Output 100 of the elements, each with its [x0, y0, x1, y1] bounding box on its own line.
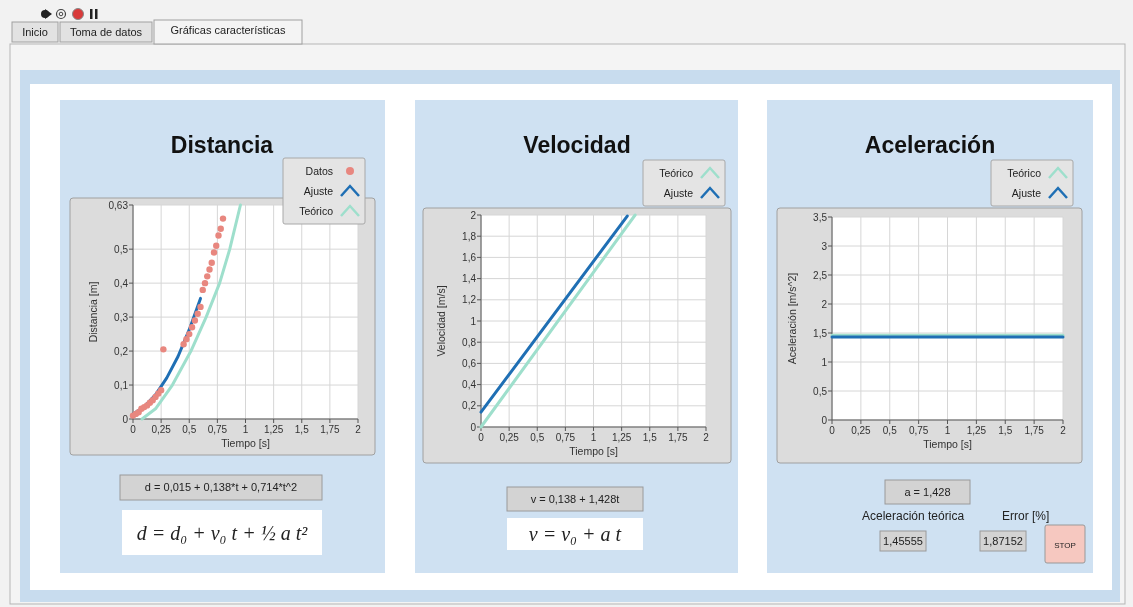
y-tick-label: 0,4: [462, 379, 477, 391]
y-tick-label: 0,2: [462, 400, 477, 412]
y-tick-label: 1,2: [462, 294, 477, 306]
point: [186, 330, 193, 338]
y-tick-label: 0,4: [114, 277, 129, 289]
text: Toma de datos: [69, 26, 143, 38]
x-tick-label: 1,5: [294, 424, 310, 435]
x-tick-label: 1: [590, 432, 597, 443]
y-axis-title: Aceleración [m/s^2]: [786, 272, 798, 365]
x-tick-label: 0,5: [882, 425, 898, 436]
y-tick-label: 0,5: [114, 243, 129, 255]
y-tick-label: 3: [821, 240, 828, 252]
x-tick-label: 0,75: [908, 425, 929, 436]
text: Aceleración teórica: [862, 509, 965, 523]
point: [204, 273, 211, 280]
y-tick-label: 0,3: [114, 311, 129, 323]
y-tick-label: 1,4: [462, 273, 477, 285]
point: [215, 232, 222, 239]
text: d = 0,015 + 0,138*t + 0,714*t^2: [144, 481, 298, 494]
point: [217, 225, 224, 232]
x-tick-label: 0,25: [499, 432, 520, 443]
x-tick-label: 1,75: [320, 424, 341, 435]
point: [208, 259, 215, 266]
x-tick-label: 2: [1060, 425, 1067, 436]
text: STOP: [1054, 541, 1076, 550]
y-tick-label: 0,6: [462, 357, 477, 369]
point: [180, 341, 187, 348]
legend-label: Teórico: [299, 205, 334, 217]
x-tick-label: 1,25: [263, 424, 284, 435]
legend-label: Ajuste: [663, 187, 694, 199]
y-tick-label: 1: [470, 315, 477, 327]
point: [194, 310, 201, 317]
chart-title: Aceleración: [864, 132, 996, 158]
text: d = d₀ + v₀ t + ½ a t²: [136, 521, 309, 544]
y-tick-label: 1,8: [462, 230, 477, 242]
legend-label: Teórico: [659, 167, 694, 179]
point: [191, 317, 199, 324]
y-tick-label: 0,8: [462, 336, 477, 348]
y-axis-title: Distancia [m]: [87, 281, 99, 343]
point: [197, 303, 204, 311]
y-tick-label: 0,5: [813, 385, 828, 397]
y-tick-label: 1: [821, 356, 828, 368]
point: [188, 324, 196, 331]
x-tick-label: 0: [478, 432, 485, 443]
x-tick-label: 0,75: [207, 424, 228, 435]
text: a = 1,428: [904, 485, 951, 498]
text: Inicio: [22, 26, 48, 38]
x-tick-label: 1: [944, 425, 951, 436]
y-tick-label: 1,5: [813, 327, 828, 339]
y-tick-label: 0: [122, 413, 129, 425]
y-tick-label: 0,2: [114, 345, 129, 357]
y-tick-label: 2: [821, 298, 828, 310]
x-tick-label: 1,75: [1024, 425, 1045, 436]
y-tick-label: 2: [470, 209, 477, 221]
x-tick-label: 1,25: [966, 425, 987, 436]
y-tick-label: 3,5: [813, 211, 828, 223]
x-tick-label: 0,5: [182, 424, 197, 435]
legend-label: Ajuste: [303, 185, 334, 197]
y-tick-label: 0,63: [108, 199, 129, 211]
legend-label: Ajuste: [1011, 187, 1042, 199]
y-tick-label: 0: [821, 414, 828, 426]
line-series: [140, 203, 242, 421]
x-tick-label: 1,25: [611, 432, 632, 443]
text: Gráficas características: [170, 24, 286, 36]
chart-title: Distancia: [170, 132, 274, 158]
point: [210, 249, 218, 256]
point: [183, 335, 190, 343]
point: [160, 346, 167, 353]
x-tick-label: 2: [703, 432, 710, 443]
point: [219, 215, 227, 222]
x-tick-label: 2: [355, 424, 362, 435]
x-tick-label: 0,25: [151, 424, 172, 435]
legend-label: Datos: [305, 165, 333, 177]
x-tick-label: 0,5: [530, 432, 545, 443]
x-axis-title: Tiempo [s]: [923, 438, 972, 450]
text: 1,87152: [983, 534, 1023, 547]
text: v = 0,138 + 1,428t: [530, 492, 620, 505]
point: [201, 279, 209, 287]
y-tick-label: 2,5: [813, 269, 828, 281]
chart-title: Velocidad: [523, 132, 631, 158]
x-tick-label: 0,75: [555, 432, 576, 443]
x-tick-label: 1,5: [998, 425, 1013, 436]
point: [213, 242, 220, 249]
text: 1,45555: [883, 534, 923, 547]
x-tick-label: 1: [242, 424, 249, 435]
text: v = v₀ + a t: [528, 523, 622, 545]
x-axis-title: Tiempo [s]: [221, 437, 270, 449]
y-axis-title: Velocidad [m/s]: [435, 285, 447, 357]
x-tick-label: 0,25: [851, 425, 872, 436]
y-tick-label: 1,6: [462, 251, 477, 263]
x-tick-label: 1,75: [668, 432, 689, 443]
point: [206, 266, 213, 273]
legend-label: Teórico: [1007, 167, 1042, 179]
x-tick-label: 0: [130, 424, 137, 435]
text: Error [%]: [1002, 509, 1050, 523]
x-axis-title: Tiempo [s]: [569, 445, 618, 457]
point: [199, 286, 206, 294]
x-tick-label: 0: [829, 425, 836, 436]
y-tick-label: 0,1: [114, 379, 129, 391]
x-tick-label: 1,5: [642, 432, 658, 443]
